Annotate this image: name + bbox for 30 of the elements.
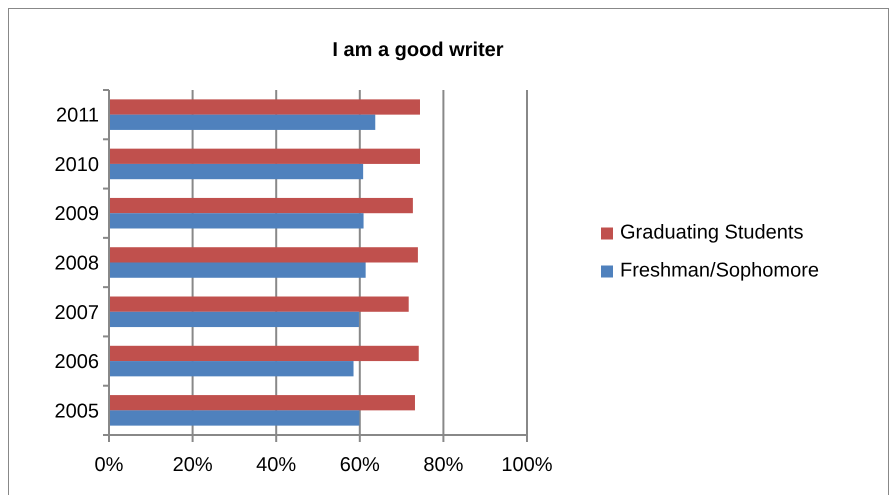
x-tick-label: 80%: [423, 454, 464, 476]
y-tick-label: 2005: [54, 400, 99, 422]
bar: [109, 346, 419, 362]
x-tick-label: 100%: [501, 454, 553, 476]
y-tick-label: 2011: [56, 104, 99, 127]
chart-title: I am a good writer: [332, 39, 504, 61]
bar: [109, 395, 415, 410]
bar: [109, 262, 366, 278]
bar: [109, 99, 420, 115]
bar: [109, 296, 409, 312]
bar: [109, 247, 418, 262]
bar: [109, 361, 354, 376]
bar: [109, 312, 359, 328]
x-tick-label: 0%: [94, 454, 124, 476]
bar: [109, 410, 360, 426]
legend-label: Graduating Students: [620, 222, 804, 244]
x-tick-label: 40%: [256, 454, 296, 476]
y-tick-label: 2007: [54, 302, 99, 324]
bar: [109, 114, 376, 130]
y-tick-label: 2006: [54, 351, 99, 374]
x-tick-label: 60%: [340, 454, 380, 476]
y-tick-label: 2010: [54, 154, 99, 176]
legend-label: Freshman/Sophomore: [620, 260, 819, 282]
bar: [109, 213, 364, 228]
y-tick-label: 2009: [54, 203, 99, 226]
x-tick-label: 20%: [172, 454, 213, 476]
y-tick-label: 2008: [54, 252, 99, 274]
bar: [109, 198, 413, 214]
bar: [109, 148, 420, 164]
bar: [109, 164, 364, 180]
